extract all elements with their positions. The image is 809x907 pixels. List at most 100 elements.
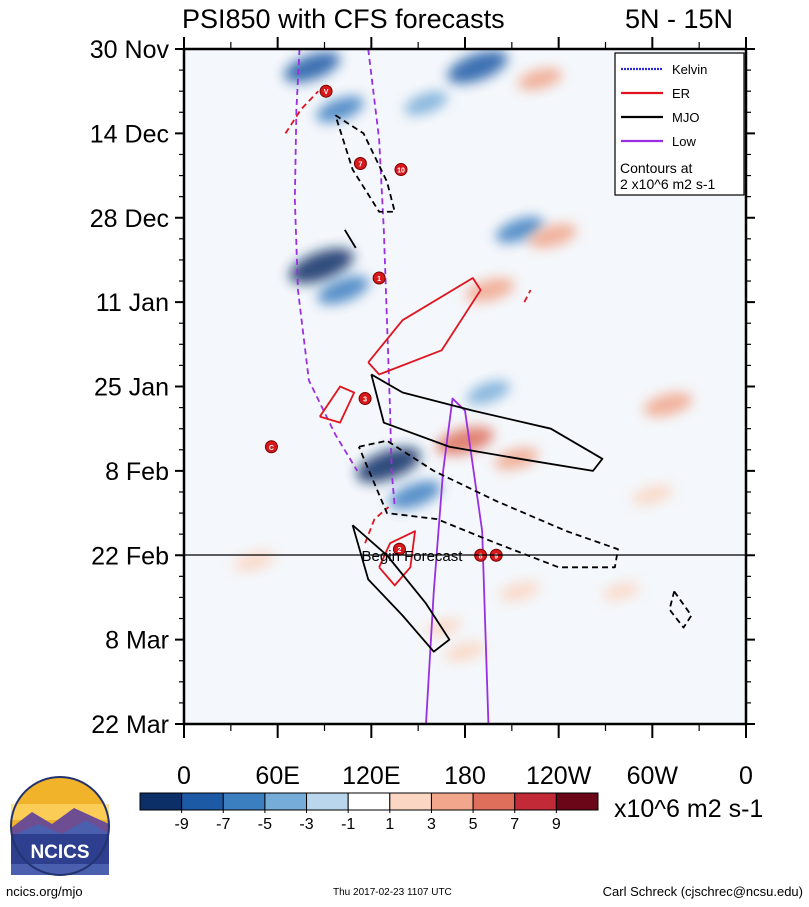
colorbar-swatch: [389, 792, 432, 811]
er-contour: [523, 289, 532, 303]
er-contour: [367, 277, 482, 376]
colorbar-tick-label: -1: [341, 816, 355, 833]
colorbar-swatch: [347, 792, 391, 811]
y-tick-label: 8 Feb: [105, 458, 169, 486]
storm-marker: [353, 157, 367, 171]
footer-timestamp: Thu 2017-02-23 1107 UTC: [333, 887, 452, 898]
anomaly-blob: [356, 447, 421, 483]
colorbar-swatch: [306, 792, 349, 811]
x-tick-label: 60W: [627, 762, 679, 790]
x-tick-label: 0: [739, 762, 753, 790]
low-contour: [367, 49, 396, 508]
mjo-contour: [370, 373, 604, 472]
colorbar-swatch: [139, 792, 183, 811]
anomaly-blob: [499, 581, 540, 602]
anomaly-blob: [444, 641, 486, 662]
axes: 30 Nov 14 Dec 28 Dec 11 Jan 25 Jan 8 Feb 22 Fe…: [90, 36, 755, 790]
colorbar-tick-label: 9: [552, 816, 561, 833]
legend-box: [614, 52, 745, 196]
forecast-start-label: Begin Forecast: [362, 548, 464, 565]
colorbar-tick-label: 1: [385, 816, 394, 833]
storm-marker: [372, 271, 386, 285]
storm-marker: [319, 84, 333, 98]
x-tick-label: 60E: [255, 762, 299, 790]
x-tick-label: 180: [444, 762, 486, 790]
storm-marker-label: 2: [397, 547, 401, 554]
y-tick-label: 30 Nov: [90, 36, 170, 64]
anomaly-blob: [643, 392, 693, 417]
colorbar-swatch: [181, 792, 224, 811]
legend-label: MJO: [672, 110, 699, 125]
er-contour: [364, 506, 390, 544]
mjo-contour: [668, 590, 693, 629]
low-contour: [293, 49, 359, 472]
colorbar-tick-label: 5: [469, 816, 478, 833]
legend-note: 2 x10^6 m2 s-1: [620, 176, 715, 192]
er-contour: [378, 530, 416, 587]
storm-marker-label: 10: [397, 168, 405, 175]
colorbar-swatch: [430, 792, 474, 811]
colorbar-swatch: [472, 792, 516, 811]
logo-text-band: [11, 834, 109, 864]
colorbar-tick-label: -9: [175, 816, 189, 833]
legend-label: ER: [672, 86, 690, 101]
storm-marker: [358, 392, 372, 406]
mjo-contour: [358, 439, 619, 569]
mjo-contour: [344, 229, 357, 249]
colorbar-swatch: [555, 792, 599, 811]
ncics-logo: NCICS: [10, 776, 110, 876]
anomaly-blob: [528, 223, 577, 248]
anomaly-blob: [465, 278, 515, 303]
legend: Kelvin ER MJO Low Contours at2 x10^6 m2 s-1: [614, 52, 745, 196]
legend-label: Low: [672, 134, 696, 149]
footer-author: Carl Schreck (cjschrec@ncsu.edu): [602, 884, 803, 899]
storm-marker: [264, 440, 278, 454]
region-label: 5N - 15N: [625, 4, 734, 34]
anomaly-blob: [234, 551, 275, 572]
y-tick-label: 25 Jan: [94, 374, 169, 402]
y-tick-label: 22 Feb: [91, 542, 169, 570]
colorbar-tick-label: -7: [216, 816, 230, 833]
anomaly-blob: [466, 380, 511, 405]
colorbar: -9 -7 -5 -3 -1 1 3 5 7 9: [139, 792, 599, 833]
storm-marker-label: 9: [494, 553, 498, 560]
anomaly-blob: [404, 91, 448, 116]
storm-marker: [394, 163, 408, 177]
logo-text: NCICS: [30, 842, 89, 863]
anomaly-blob: [495, 216, 544, 243]
y-tick-label: 8 Mar: [105, 627, 169, 655]
colorbar-swatch: [222, 792, 266, 811]
storm-marker-label: C: [269, 445, 274, 452]
x-tick-label: 120E: [342, 762, 400, 790]
storm-marker-label: 8: [479, 553, 483, 560]
colorbar-tick-label: 7: [510, 816, 519, 833]
y-tick-label: 11 Jan: [96, 289, 169, 317]
y-tick-label: 14 Dec: [90, 120, 169, 148]
footer-website[interactable]: ncics.org/mjo: [6, 884, 83, 899]
colorbar-swatch: [264, 792, 308, 811]
colorbar-units: x10^6 m2 s-1: [614, 795, 764, 823]
er-contour: [319, 385, 356, 424]
x-tick-label: 0: [177, 762, 191, 790]
legend-label: Kelvin: [672, 62, 707, 77]
anomaly-blob: [317, 275, 370, 305]
chart-title: PSI850 with CFS forecasts: [182, 4, 505, 34]
colorbar-tick-label: -3: [299, 816, 313, 833]
x-tick-label: 120W: [526, 762, 592, 790]
y-tick-label: 22 Mar: [91, 711, 169, 739]
storm-marker-label: 3: [363, 397, 367, 404]
anomaly-blob: [389, 480, 441, 510]
colorbar-swatch: [514, 792, 557, 811]
anomaly-blob: [603, 582, 639, 601]
mjo-contour: [351, 524, 451, 653]
storm-marker-label: V: [324, 89, 329, 96]
logo-ring: [10, 776, 110, 876]
low-contour: [425, 397, 490, 724]
anomaly-blob: [632, 485, 673, 505]
colorbar-tick-label: -5: [258, 816, 272, 833]
anomaly-blob: [316, 96, 364, 123]
er-contour: [284, 90, 319, 134]
anomaly-blob: [425, 618, 462, 637]
